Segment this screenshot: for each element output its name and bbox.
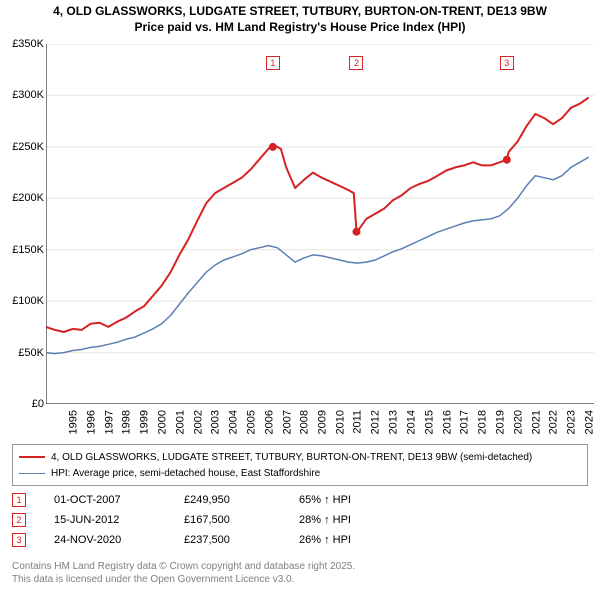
x-tick-label: 1995 [67, 410, 79, 434]
y-tick-label: £0 [4, 398, 44, 410]
legend-label-series2: HPI: Average price, semi-detached house,… [51, 468, 320, 479]
event-marker: 3 [12, 533, 26, 547]
chart-svg [46, 44, 594, 404]
footer-line-1: Contains HM Land Registry data © Crown c… [12, 561, 355, 574]
legend: 4, OLD GLASSWORKS, LUDGATE STREET, TUTBU… [12, 444, 588, 486]
event-marker: 2 [12, 513, 26, 527]
legend-label-series1: 4, OLD GLASSWORKS, LUDGATE STREET, TUTBU… [51, 452, 532, 463]
chart-title: 4, OLD GLASSWORKS, LUDGATE STREET, TUTBU… [0, 0, 600, 35]
event-price: £167,500 [184, 514, 299, 526]
x-tick-label: 1997 [103, 410, 115, 434]
y-tick-label: £300K [4, 89, 44, 101]
x-tick-label: 2008 [299, 410, 311, 434]
x-tick-label: 2021 [530, 410, 542, 434]
x-tick-label: 2019 [494, 410, 506, 434]
x-tick-label: 2023 [566, 410, 578, 434]
x-tick-label: 2007 [281, 410, 293, 434]
legend-row-series2: HPI: Average price, semi-detached house,… [19, 465, 581, 481]
x-tick-label: 2001 [174, 410, 186, 434]
event-date: 01-OCT-2007 [54, 494, 184, 506]
event-pct: 65% ↑ HPI [299, 494, 351, 506]
y-tick-label: £100K [4, 295, 44, 307]
x-tick-label: 2002 [192, 410, 204, 434]
x-tick-label: 2005 [245, 410, 257, 434]
event-row: 3 24-NOV-2020£237,50026% ↑ HPI [12, 530, 351, 550]
footer: Contains HM Land Registry data © Crown c… [12, 561, 355, 586]
event-row: 2 15-JUN-2012£167,50028% ↑ HPI [12, 510, 351, 530]
x-tick-label: 2003 [210, 410, 222, 434]
event-pct: 28% ↑ HPI [299, 514, 351, 526]
x-tick-label: 2004 [228, 410, 240, 434]
x-tick-label: 2010 [334, 410, 346, 434]
x-tick-label: 2016 [441, 410, 453, 434]
x-tick-label: 2022 [548, 410, 560, 434]
events-table: 1 01-OCT-2007£249,95065% ↑ HPI 2 15-JUN-201… [12, 490, 351, 550]
x-tick-label: 2013 [388, 410, 400, 434]
x-tick-label: 2012 [370, 410, 382, 434]
x-tick-label: 2024 [583, 410, 595, 434]
x-tick-label: 2015 [423, 410, 435, 434]
y-tick-label: £150K [4, 244, 44, 256]
y-tick-label: £250K [4, 141, 44, 153]
x-tick-label: 2017 [459, 410, 471, 434]
event-row: 1 01-OCT-2007£249,95065% ↑ HPI [12, 490, 351, 510]
chart-container: 4, OLD GLASSWORKS, LUDGATE STREET, TUTBU… [0, 0, 600, 590]
x-tick-label: 2020 [512, 410, 524, 434]
x-tick-label: 2011 [351, 410, 363, 434]
y-tick-label: £350K [4, 38, 44, 50]
chart-marker-3: 3 [500, 56, 514, 70]
x-tick-label: 2006 [263, 410, 275, 434]
x-tick-label: 2009 [317, 410, 329, 434]
event-date: 24-NOV-2020 [54, 534, 184, 546]
x-tick-label: 2014 [406, 410, 418, 434]
legend-row-series1: 4, OLD GLASSWORKS, LUDGATE STREET, TUTBU… [19, 449, 581, 465]
legend-swatch-series2 [19, 473, 45, 474]
title-line-1: 4, OLD GLASSWORKS, LUDGATE STREET, TUTBU… [0, 4, 600, 20]
x-tick-label: 1999 [139, 410, 151, 434]
x-tick-label: 2000 [156, 410, 168, 434]
legend-swatch-series1 [19, 456, 45, 458]
y-tick-label: £200K [4, 192, 44, 204]
event-price: £249,950 [184, 494, 299, 506]
chart-marker-1: 1 [266, 56, 280, 70]
event-marker: 1 [12, 493, 26, 507]
chart-plot-area [46, 44, 594, 404]
x-tick-label: 2018 [477, 410, 489, 434]
title-line-2: Price paid vs. HM Land Registry's House … [0, 20, 600, 36]
x-tick-label: 1998 [121, 410, 133, 434]
event-price: £237,500 [184, 534, 299, 546]
event-pct: 26% ↑ HPI [299, 534, 351, 546]
chart-marker-2: 2 [349, 56, 363, 70]
footer-line-2: This data is licensed under the Open Gov… [12, 574, 355, 587]
y-tick-label: £50K [4, 347, 44, 359]
event-date: 15-JUN-2012 [54, 514, 184, 526]
x-tick-label: 1996 [85, 410, 97, 434]
